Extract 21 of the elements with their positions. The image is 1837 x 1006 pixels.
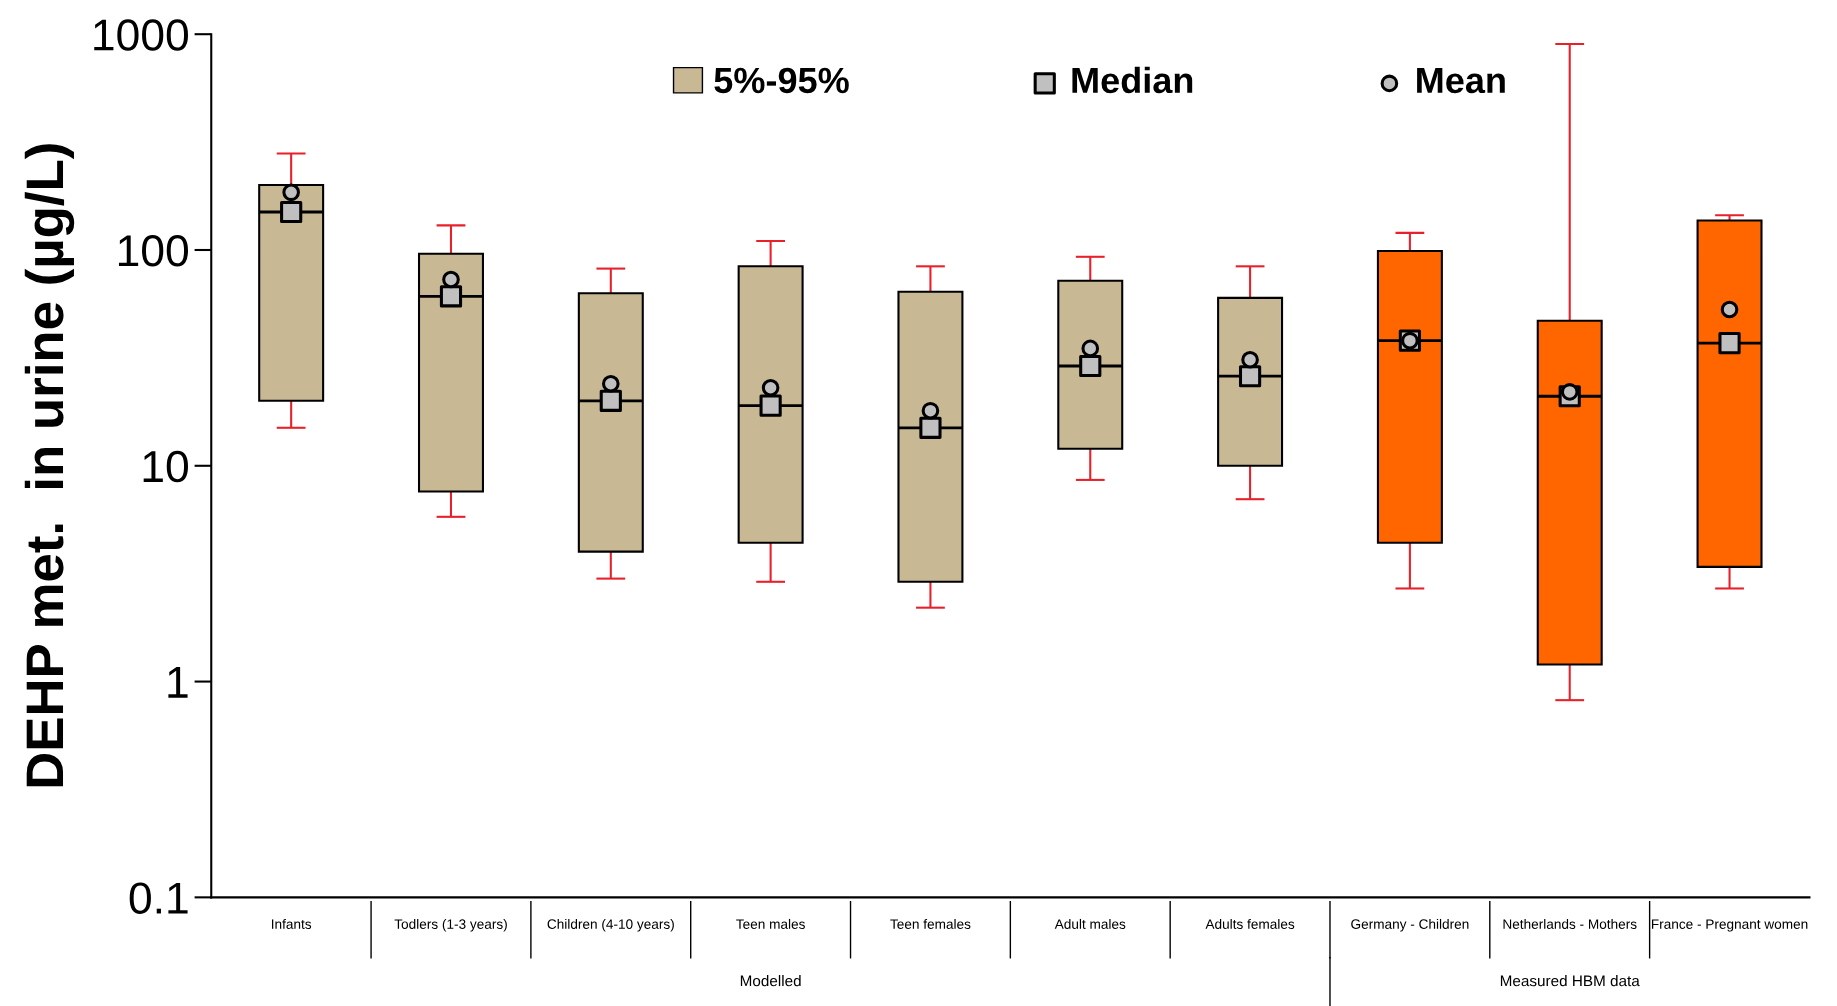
x-tick-label: Adults females xyxy=(1205,918,1295,929)
x-tick-label: Children (4-10 years) xyxy=(547,918,674,932)
x-tick-label: France - Pregnant women xyxy=(1651,919,1808,932)
x-tick-label: Teen males xyxy=(736,918,805,929)
x-tick-label: Teen females xyxy=(890,918,971,929)
x-tick-label: Netherlands - Mothers xyxy=(1503,918,1637,929)
legend-label: 5%-95% xyxy=(714,67,849,94)
text: Measured HBM data xyxy=(1500,975,1640,987)
legend-label: Mean xyxy=(1417,68,1505,94)
legend-label: Median xyxy=(1072,66,1193,94)
x-tick-label: Todlers (1-3 years) xyxy=(394,918,507,932)
x-tick-label: Infants xyxy=(271,918,312,929)
text: Modelled xyxy=(740,975,801,987)
y-axis-title: DEHP met. in urine (µg/L) xyxy=(24,144,75,787)
y-tick-label: 0.1 xyxy=(129,882,188,914)
y-tick-label: 100 xyxy=(118,235,188,267)
y-tick-label: 1 xyxy=(168,667,188,698)
y-tick-label: 10 xyxy=(143,450,188,483)
x-tick-label: Germany - Children xyxy=(1351,918,1469,932)
y-tick-label: 1000 xyxy=(94,19,188,51)
x-tick-label: Adult males xyxy=(1054,918,1126,929)
